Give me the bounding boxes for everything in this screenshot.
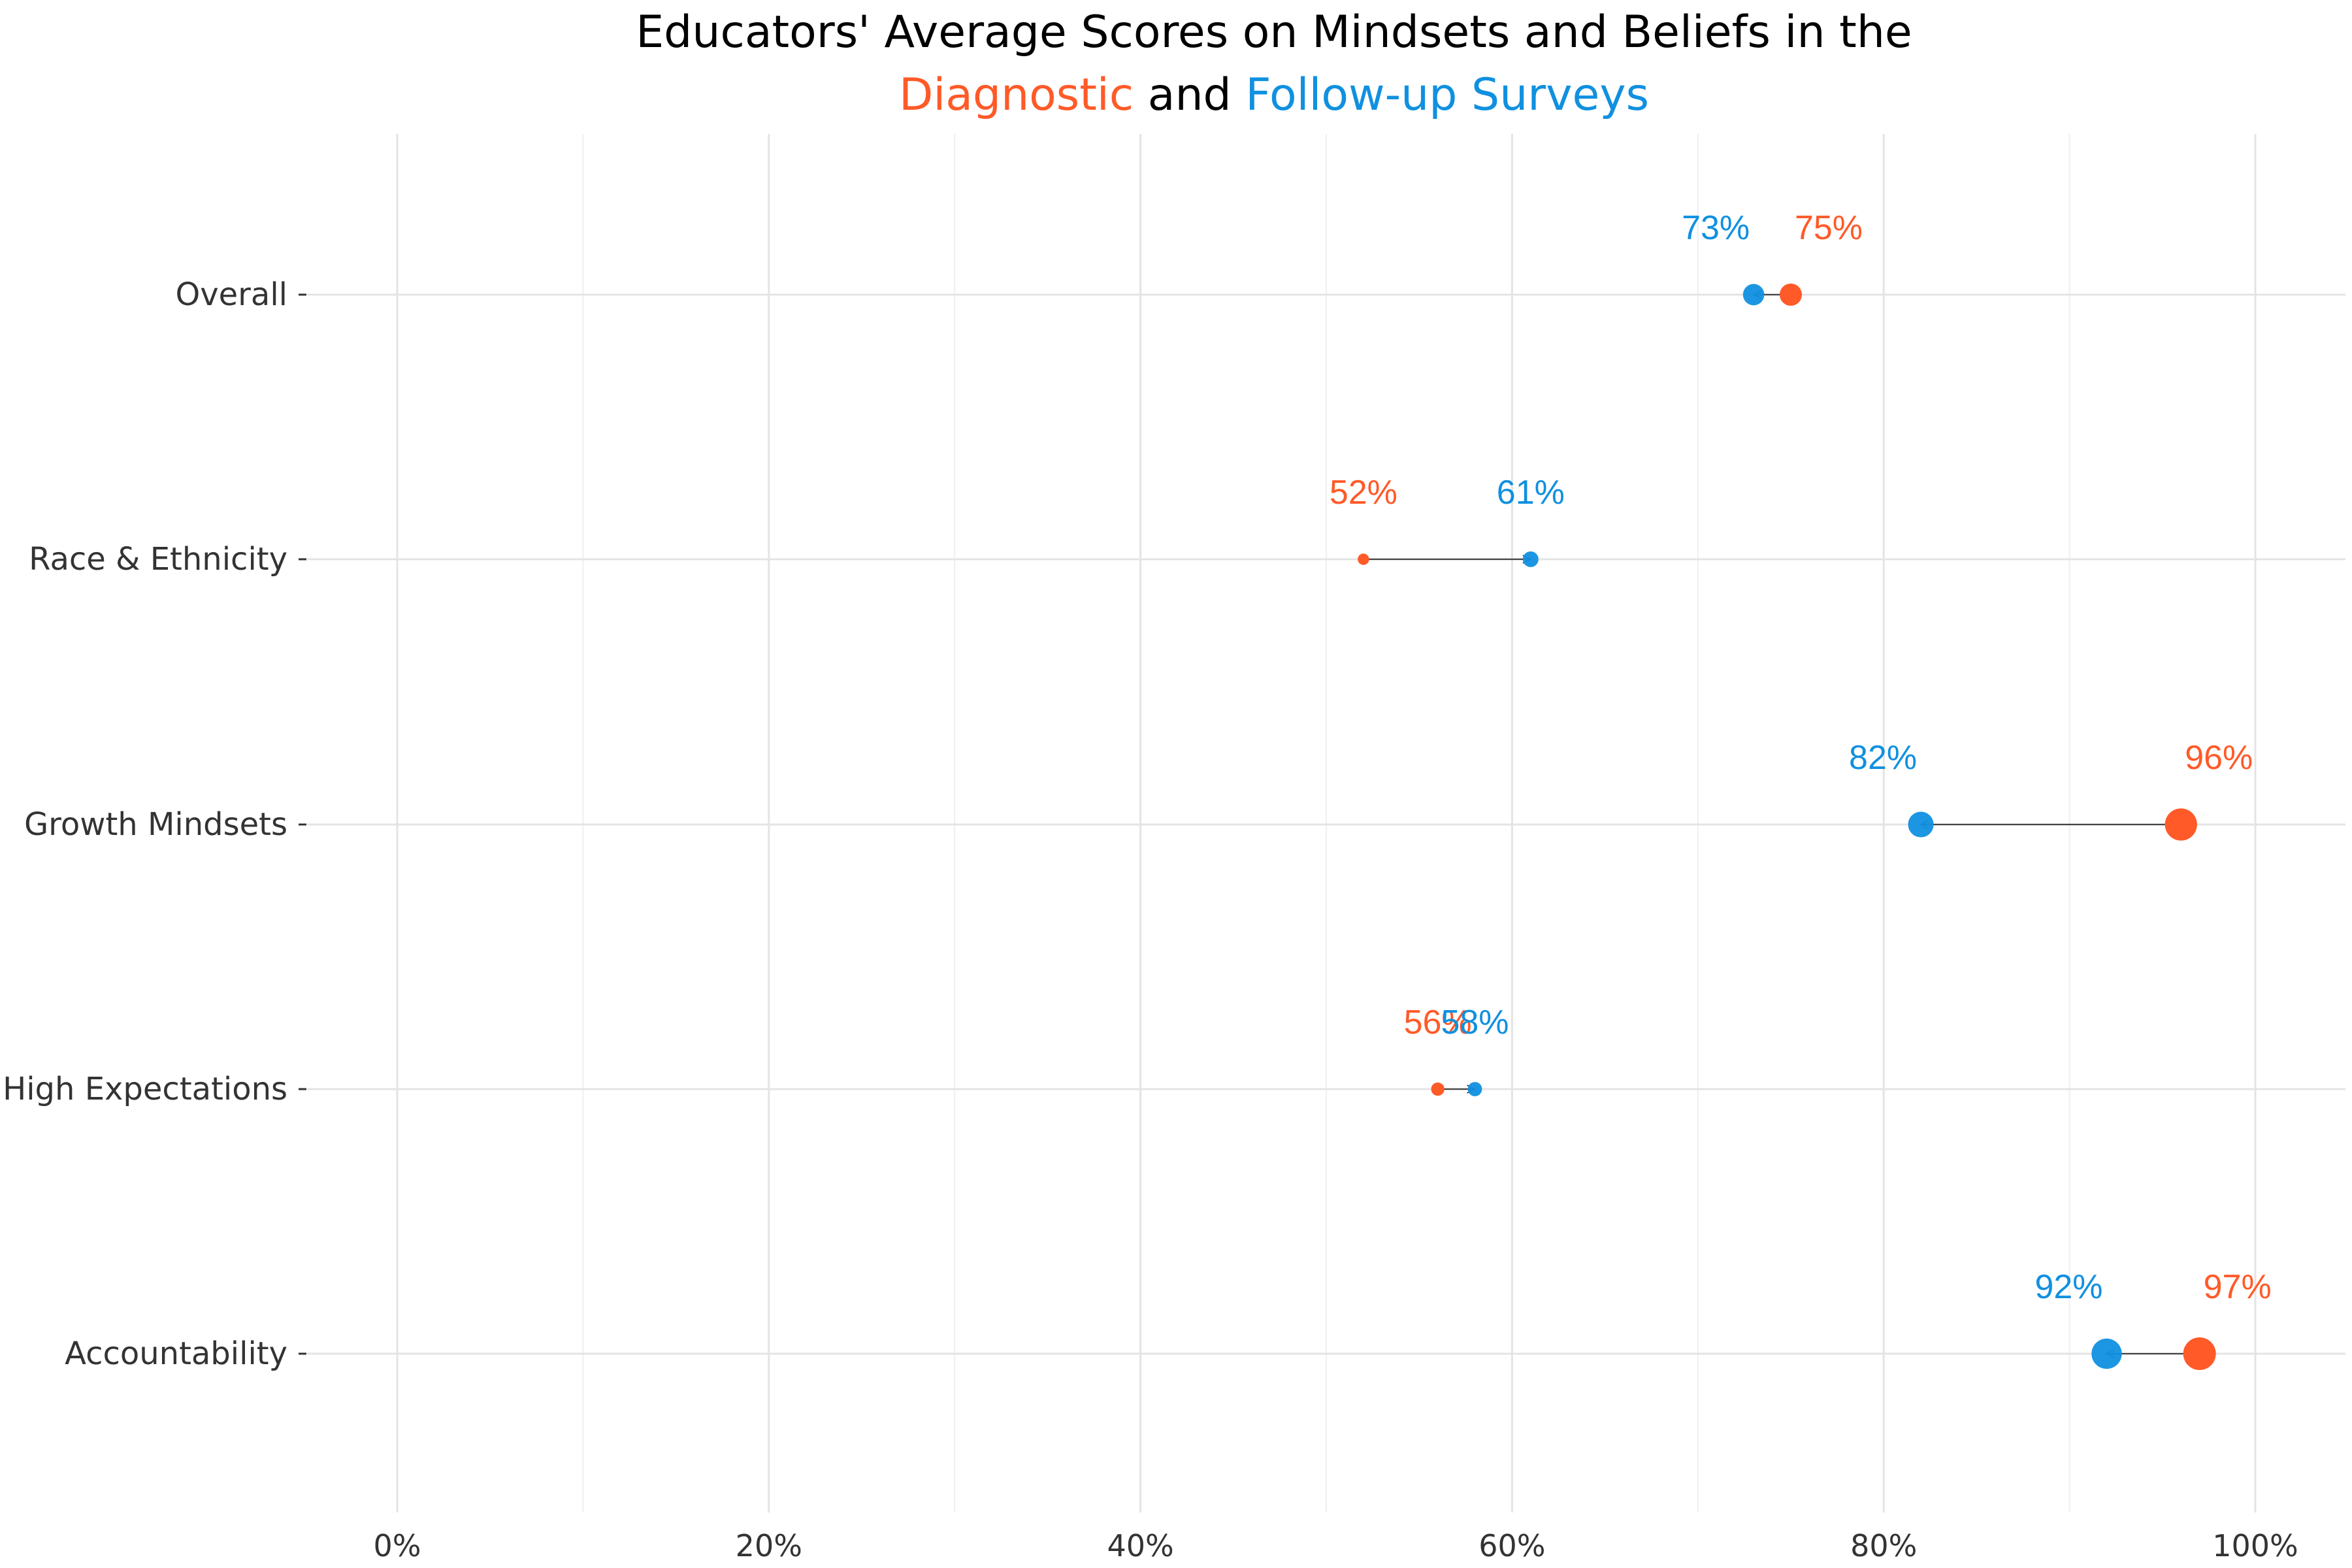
category-label: Overall [175, 276, 287, 313]
x-tick-label: 100% [2212, 1528, 2298, 1563]
diagnostic-point [2183, 1337, 2216, 1370]
diagnostic-value-label: 97% [2204, 1268, 2272, 1306]
followup-point [1522, 551, 1539, 567]
chart-title: Educators' Average Scores on Mindsets an… [636, 7, 1912, 121]
diagnostic-point [2164, 808, 2197, 841]
diagnostic-value-label: 75% [1795, 209, 1863, 247]
followup-point [1742, 284, 1765, 306]
diagnostic-point [1779, 283, 1803, 306]
followup-point [1467, 1082, 1482, 1096]
category-label: High Expectations [3, 1071, 287, 1107]
x-tick-label: 80% [1850, 1528, 1917, 1563]
diagnostic-value-label: 96% [2185, 739, 2253, 777]
x-tick-label: 40% [1107, 1528, 1173, 1563]
category-label: Accountability [65, 1335, 287, 1372]
diagnostic-point [1358, 553, 1369, 565]
axis-layer: Overall Race & Ethnicity Growth Mindsets Hi… [3, 276, 2298, 1563]
chart-title-line1: Educators' Average Scores on Mindsets an… [636, 7, 1912, 58]
category-label: Race & Ethnicity [29, 541, 287, 578]
followup-value-label: 92% [2034, 1268, 2102, 1306]
title-part-plain: and [1134, 69, 1245, 121]
diagnostic-point [1431, 1082, 1445, 1096]
followup-value-label: 61% [1497, 474, 1565, 512]
diagnostic-value-label: 52% [1330, 474, 1397, 512]
x-tick-label: 0% [374, 1528, 421, 1563]
x-tick-label: 60% [1478, 1528, 1545, 1563]
followup-point [2091, 1338, 2122, 1369]
title-part-diagnostic: Diagnostic [899, 69, 1134, 121]
followup-value-label: 58% [1441, 1004, 1509, 1041]
followup-value-label: 73% [1682, 209, 1750, 247]
category-label: Growth Mindsets [24, 806, 287, 843]
followup-point [1908, 811, 1934, 838]
mark-layer: 75% 73% 52% 61% 96% 82% 56%58% 97% 92% [1330, 209, 2272, 1370]
diagnostic-value-label: 56% [1404, 1004, 1472, 1041]
x-tick-label: 20% [736, 1528, 802, 1563]
chart-title-line2: Diagnostic and Follow-up Surveys [899, 69, 1649, 121]
followup-value-label: 82% [1849, 739, 1917, 777]
title-part-followup: Follow-up Surveys [1245, 69, 1649, 121]
